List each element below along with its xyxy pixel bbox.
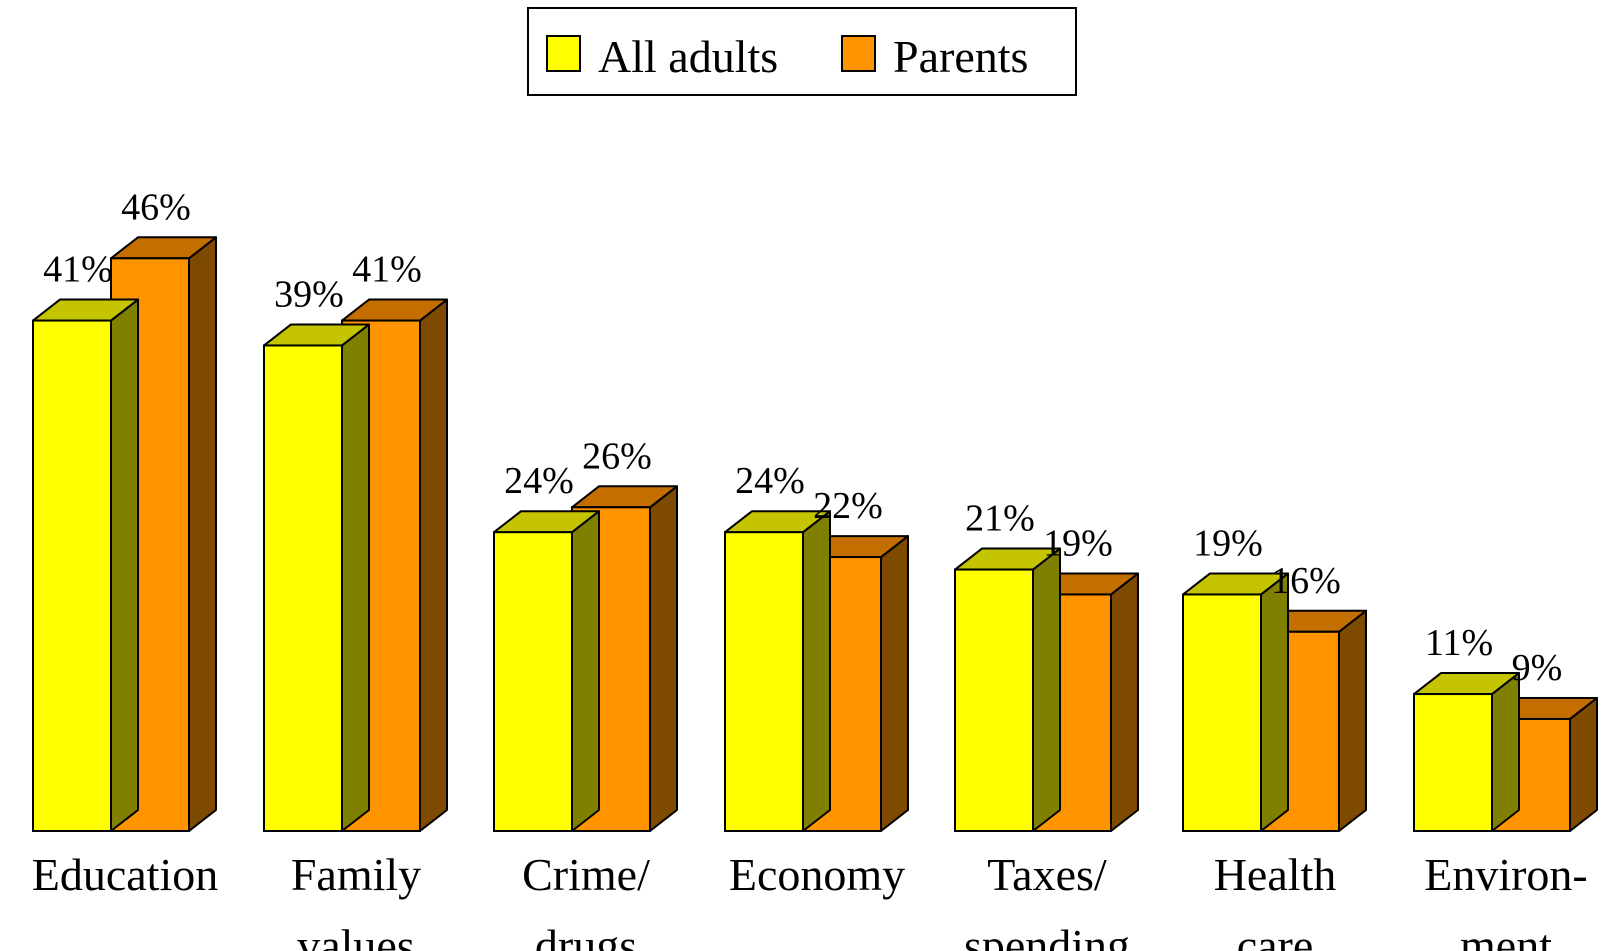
bar-front-taxes-spending-all-adults [954, 568, 1034, 832]
bar-side-taxes-spending-parents [1110, 572, 1139, 832]
value-label-family-values-all-adults: 39% [274, 273, 344, 315]
value-labels: 46%41% 41%39%26%24%22%24%19%21%16%19%9%11… [43, 186, 1562, 689]
bar-side-health-care-parents [1338, 609, 1367, 832]
legend-label-all-adults: All adults [598, 31, 778, 82]
value-label-family-values-parents: 41% [352, 249, 422, 291]
bar-side-taxes-spending-all-adults [1032, 547, 1061, 832]
bar-side-crime-drugs-parents [649, 485, 678, 832]
category-label-taxes-spending-line-1: Taxes/ [987, 849, 1107, 900]
category-label-economy: Economy [729, 849, 905, 900]
value-label-health-care-all-adults: 19% [1193, 522, 1263, 564]
bar-side-education-parents [188, 236, 217, 832]
bar-health-care-all-adults [1182, 572, 1289, 833]
bar-side-economy-parents [880, 535, 909, 832]
bar-education-all-adults [32, 298, 139, 832]
value-label-crime-drugs-all-adults: 24% [504, 460, 574, 502]
legend-box [527, 7, 1077, 96]
bar-side-family-values-parents [419, 298, 448, 832]
bar-side-family-values-all-adults [341, 323, 370, 832]
bar-front-economy-all-adults [724, 531, 804, 832]
bar-environ-ment-all-adults [1413, 672, 1520, 832]
bar-front-crime-drugs-all-adults [493, 531, 573, 832]
legend-swatch-all-adults [546, 35, 581, 72]
category-label-health-care-line-2: care [1237, 920, 1314, 951]
value-label-economy-all-adults: 24% [735, 460, 805, 502]
category-label-environ-ment-line-1: Environ- [1424, 849, 1588, 900]
bar-crime-drugs-all-adults [493, 510, 600, 832]
bar-front-environ-ment-all-adults [1413, 693, 1493, 832]
legend: All adults Parents [527, 7, 1077, 96]
bar-side-education-all-adults [110, 298, 139, 832]
category-label-taxes-spending-line-2: spending [964, 920, 1130, 951]
category-labels: Education Family values Crime/drugs Economy T… [32, 849, 1588, 951]
bar-side-health-care-all-adults [1260, 572, 1289, 832]
value-label-taxes-spending-all-adults: 21% [965, 498, 1035, 540]
value-label-environ-ment-all-adults: 11% [1425, 622, 1493, 664]
category-label-crime-drugs-line-2: drugs [535, 920, 637, 951]
legend-label-parents: Parents [893, 31, 1028, 82]
bar-side-environ-ment-all-adults [1491, 672, 1520, 832]
value-label-education-all-adults: 41% [43, 249, 113, 291]
bars [32, 236, 1598, 833]
value-label-environ-ment-parents: 9% [1512, 647, 1563, 689]
value-label-crime-drugs-parents: 26% [582, 435, 652, 477]
bar-economy-all-adults [724, 510, 831, 832]
category-label-environ-ment-line-2: ment [1460, 920, 1552, 951]
category-label-education: Education [32, 849, 219, 900]
legend-swatch-parents [841, 35, 876, 72]
bar-front-family-values-all-adults [263, 344, 343, 832]
bar-front-education-all-adults [32, 319, 112, 832]
bar-front-health-care-all-adults [1182, 593, 1262, 833]
category-label-family-values-line-2: values [297, 920, 415, 951]
category-label-family-values-line-1: Family [291, 849, 421, 900]
bar-side-crime-drugs-all-adults [571, 510, 600, 832]
value-label-health-care-parents: 16% [1271, 560, 1341, 602]
bar-family-values-all-adults [263, 323, 370, 832]
category-label-health-care-line-1: Health [1214, 849, 1337, 900]
bar-side-environ-ment-parents [1569, 696, 1598, 832]
value-label-economy-parents: 22% [813, 485, 883, 527]
bar-taxes-spending-all-adults [954, 547, 1061, 832]
value-label-taxes-spending-parents: 19% [1043, 522, 1113, 564]
bar-side-economy-all-adults [802, 510, 831, 832]
value-label-education-parents: 46% [121, 186, 191, 228]
category-label-crime-drugs-line-1: Crime/ [522, 849, 650, 900]
